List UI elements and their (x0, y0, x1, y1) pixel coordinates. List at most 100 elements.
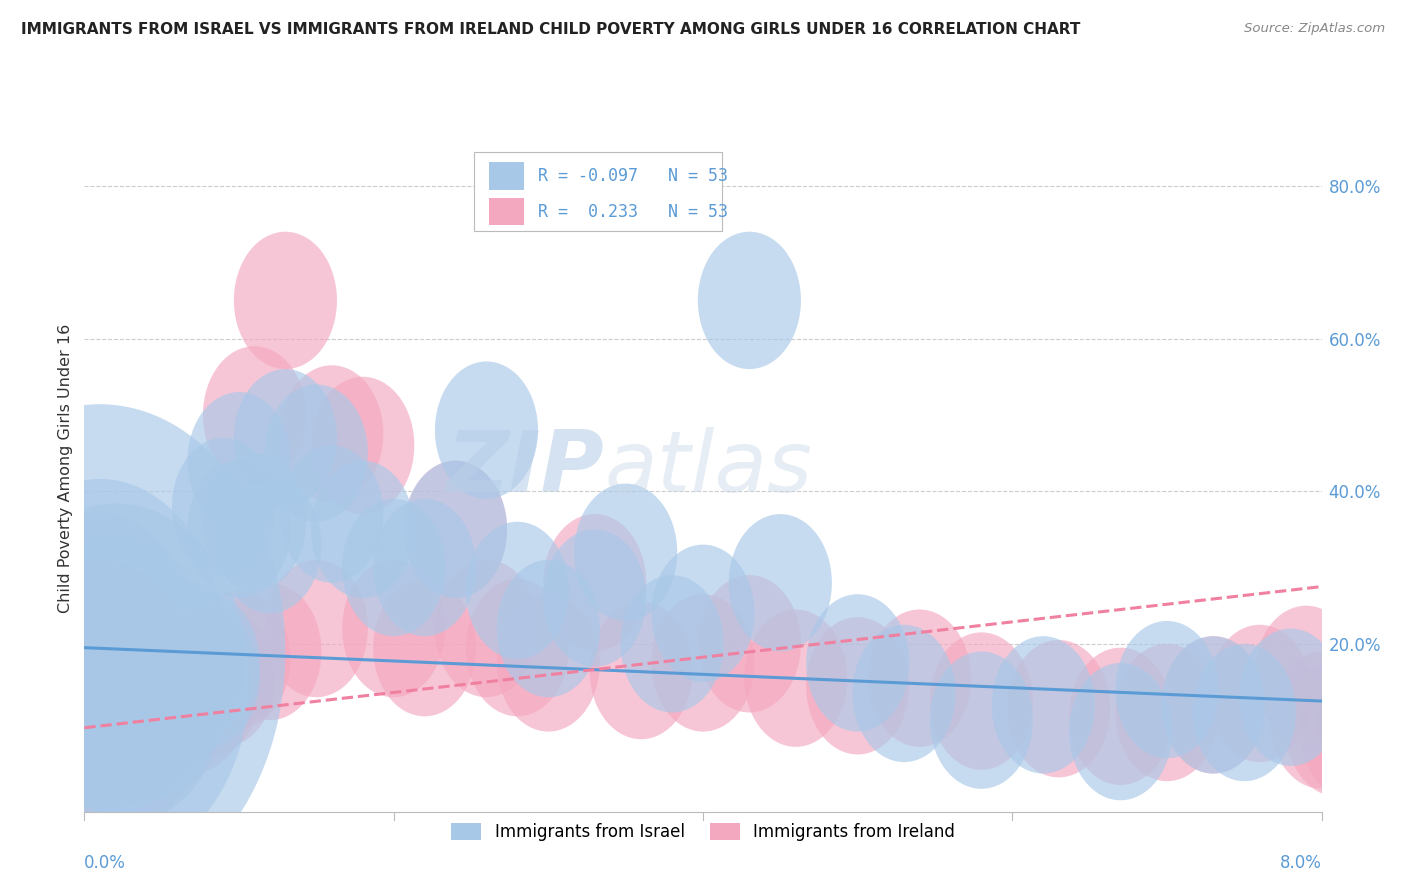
Ellipse shape (697, 575, 801, 713)
Text: 0.0%: 0.0% (84, 854, 127, 871)
Ellipse shape (1161, 636, 1265, 773)
Ellipse shape (651, 545, 755, 682)
Ellipse shape (1239, 629, 1343, 766)
Ellipse shape (125, 636, 229, 773)
Ellipse shape (90, 587, 202, 739)
FancyBboxPatch shape (489, 198, 523, 226)
Ellipse shape (589, 602, 693, 739)
Ellipse shape (280, 365, 384, 503)
Ellipse shape (543, 529, 647, 666)
Text: R = -0.097   N = 53: R = -0.097 N = 53 (538, 167, 728, 185)
Ellipse shape (69, 569, 193, 734)
Ellipse shape (121, 614, 233, 765)
Ellipse shape (136, 622, 249, 772)
FancyBboxPatch shape (489, 162, 523, 190)
Ellipse shape (991, 636, 1095, 773)
Ellipse shape (90, 633, 202, 784)
Ellipse shape (0, 560, 202, 835)
Ellipse shape (1192, 644, 1296, 781)
Ellipse shape (75, 652, 187, 804)
Ellipse shape (806, 617, 910, 755)
Ellipse shape (48, 580, 214, 799)
Ellipse shape (125, 602, 229, 739)
Ellipse shape (651, 594, 755, 731)
Ellipse shape (404, 460, 508, 598)
Ellipse shape (105, 603, 218, 754)
Ellipse shape (187, 591, 291, 728)
Ellipse shape (141, 598, 245, 735)
Ellipse shape (806, 594, 910, 731)
Ellipse shape (496, 560, 600, 698)
Ellipse shape (574, 483, 678, 621)
Ellipse shape (84, 599, 208, 764)
FancyBboxPatch shape (474, 153, 721, 231)
Text: ZIP: ZIP (446, 426, 605, 510)
Text: 8.0%: 8.0% (1279, 854, 1322, 871)
Ellipse shape (1069, 648, 1173, 785)
Ellipse shape (156, 594, 260, 731)
Ellipse shape (543, 514, 647, 651)
Ellipse shape (218, 476, 322, 614)
Ellipse shape (84, 615, 208, 780)
Ellipse shape (100, 615, 224, 780)
Ellipse shape (59, 578, 202, 771)
Ellipse shape (1285, 659, 1389, 797)
Ellipse shape (1254, 606, 1358, 743)
Text: atlas: atlas (605, 426, 813, 510)
Ellipse shape (1208, 624, 1312, 762)
Ellipse shape (264, 560, 368, 698)
Ellipse shape (465, 522, 569, 659)
Ellipse shape (141, 609, 245, 747)
Ellipse shape (1301, 663, 1405, 800)
Ellipse shape (202, 453, 307, 591)
Ellipse shape (929, 651, 1033, 789)
Ellipse shape (156, 606, 260, 743)
Ellipse shape (404, 460, 508, 598)
Ellipse shape (38, 574, 224, 821)
Ellipse shape (0, 503, 249, 861)
Ellipse shape (929, 632, 1033, 770)
Ellipse shape (156, 609, 260, 747)
Ellipse shape (0, 479, 224, 809)
Ellipse shape (44, 563, 187, 756)
Ellipse shape (264, 384, 368, 522)
Ellipse shape (121, 614, 233, 765)
Ellipse shape (172, 438, 276, 575)
Text: Source: ZipAtlas.com: Source: ZipAtlas.com (1244, 22, 1385, 36)
Ellipse shape (44, 605, 187, 797)
Ellipse shape (110, 591, 214, 728)
Ellipse shape (32, 557, 198, 777)
Ellipse shape (17, 580, 183, 799)
Ellipse shape (110, 656, 214, 793)
Ellipse shape (373, 579, 477, 716)
Ellipse shape (22, 585, 208, 832)
Ellipse shape (75, 608, 218, 801)
Ellipse shape (434, 560, 538, 698)
Ellipse shape (1069, 663, 1173, 800)
Ellipse shape (620, 575, 724, 713)
Ellipse shape (7, 513, 193, 760)
Ellipse shape (434, 361, 538, 499)
Text: IMMIGRANTS FROM ISRAEL VS IMMIGRANTS FROM IRELAND CHILD POVERTY AMONG GIRLS UNDE: IMMIGRANTS FROM ISRAEL VS IMMIGRANTS FRO… (21, 22, 1080, 37)
Ellipse shape (868, 609, 972, 747)
Ellipse shape (187, 460, 291, 598)
Ellipse shape (728, 514, 832, 651)
Ellipse shape (172, 609, 276, 747)
Ellipse shape (59, 608, 202, 801)
Ellipse shape (100, 630, 224, 795)
Ellipse shape (465, 579, 569, 716)
Ellipse shape (1316, 666, 1406, 804)
Ellipse shape (496, 594, 600, 731)
Y-axis label: Child Poverty Among Girls Under 16: Child Poverty Among Girls Under 16 (58, 324, 73, 613)
Ellipse shape (311, 376, 415, 514)
Ellipse shape (233, 232, 337, 369)
Ellipse shape (280, 445, 384, 582)
Ellipse shape (852, 624, 956, 762)
Ellipse shape (0, 404, 285, 892)
Ellipse shape (373, 499, 477, 636)
Ellipse shape (13, 537, 218, 812)
Ellipse shape (202, 346, 307, 483)
Ellipse shape (1331, 674, 1406, 812)
Ellipse shape (233, 369, 337, 507)
Ellipse shape (697, 232, 801, 369)
